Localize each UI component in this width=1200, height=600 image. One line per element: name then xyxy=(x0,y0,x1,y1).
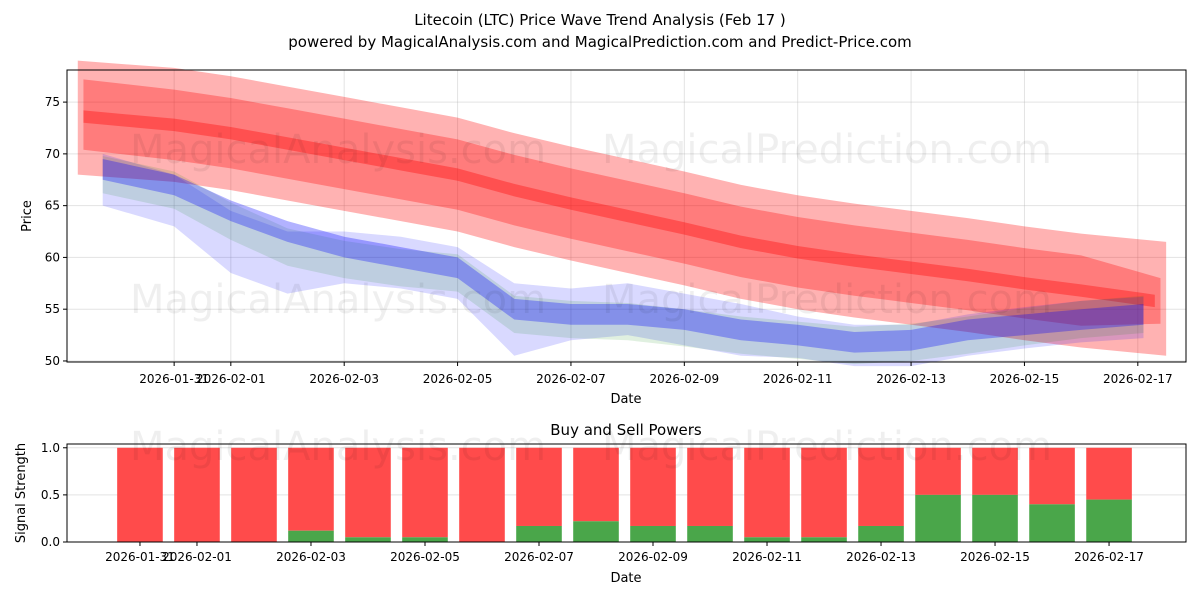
x-tick-label: 2026-02-07 xyxy=(504,550,574,564)
y-tick-label: 0.5 xyxy=(41,488,60,502)
x-tick-label: 2026-02-01 xyxy=(196,372,266,386)
x-tick-label: 2026-02-03 xyxy=(309,372,379,386)
buy-sell-chart: Buy and Sell Powers MagicalAnalysis.com … xyxy=(14,421,1187,586)
buy-bar xyxy=(744,537,790,542)
x-tick-label: 2026-02-13 xyxy=(846,550,916,564)
sell-bar xyxy=(630,447,676,526)
buy-bar xyxy=(402,537,448,542)
sell-bar xyxy=(402,447,448,538)
watermarks-sub: MagicalAnalysis.com MagicalPrediction.co… xyxy=(130,424,1052,470)
y-tick-label: 0.0 xyxy=(41,535,60,549)
buy-bar xyxy=(288,530,334,542)
y-tick-label: 70 xyxy=(45,147,60,161)
sell-bar xyxy=(117,447,163,542)
price-chart: MagicalAnalysis.com MagicalPrediction.co… xyxy=(20,60,1187,407)
x-tick-label: 2026-02-03 xyxy=(276,550,346,564)
buy-bar xyxy=(801,537,847,542)
watermark: MagicalAnalysis.com xyxy=(130,424,546,470)
y-tick-label: 50 xyxy=(45,354,60,368)
buy-bar xyxy=(687,525,733,542)
chart-title: Litecoin (LTC) Price Wave Trend Analysis… xyxy=(414,11,786,29)
buy-sell-ylabel: Signal Strength xyxy=(14,443,29,543)
x-tick-label: 2026-02-05 xyxy=(423,372,493,386)
watermark: MagicalAnalysis.com xyxy=(130,277,546,323)
sell-bar xyxy=(573,447,619,522)
price-bands xyxy=(77,60,1167,367)
band-green-band xyxy=(102,155,1144,365)
band-red-outer xyxy=(77,60,1167,356)
buy-bar xyxy=(1029,504,1075,542)
watermark: MagicalPrediction.com xyxy=(602,127,1052,173)
price-plot-frame xyxy=(66,69,1187,363)
sell-bar xyxy=(174,447,220,542)
sell-bar xyxy=(231,447,277,542)
sell-bar xyxy=(459,447,505,542)
x-tick-label: 2026-01-31 xyxy=(139,372,209,386)
x-tick-label: 2026-02-15 xyxy=(960,550,1030,564)
x-tick-label: 2026-02-17 xyxy=(1074,550,1144,564)
buy-bar xyxy=(1086,499,1132,542)
buy-bar xyxy=(915,494,961,542)
x-tick-label: 2026-02-09 xyxy=(618,550,688,564)
x-tick-label: 2026-02-15 xyxy=(990,372,1060,386)
sell-bar xyxy=(687,447,733,526)
sell-bar xyxy=(345,447,391,538)
sell-bar xyxy=(1086,447,1132,500)
y-tick-label: 75 xyxy=(45,95,60,109)
buy-bar xyxy=(630,525,676,542)
y-tick-label: 1.0 xyxy=(41,441,60,455)
buy-bar xyxy=(858,525,904,542)
sell-bar xyxy=(915,447,961,495)
buy-bar xyxy=(573,521,619,542)
band-blue-outer xyxy=(102,153,1144,367)
band-blue-core xyxy=(102,159,1144,353)
y-tick-label: 60 xyxy=(45,250,60,264)
chart-subtitle: powered by MagicalAnalysis.com and Magic… xyxy=(288,33,912,51)
watermark: MagicalPrediction.com xyxy=(602,424,1052,470)
price-grid xyxy=(67,70,1186,362)
buy-bar xyxy=(345,537,391,542)
buy-bar xyxy=(972,494,1018,542)
x-tick-label: 2026-01-31 xyxy=(105,550,175,564)
x-tick-label: 2026-02-17 xyxy=(1103,372,1173,386)
sell-bar xyxy=(516,447,562,526)
sell-bar xyxy=(1029,447,1075,505)
price-xlabel: Date xyxy=(610,392,641,407)
x-tick-label: 2026-02-07 xyxy=(536,372,606,386)
sell-bar xyxy=(744,447,790,538)
sell-bar xyxy=(858,447,904,526)
watermark: MagicalAnalysis.com xyxy=(130,127,546,173)
buy-sell-xlabel: Date xyxy=(610,571,641,586)
x-tick-label: 2026-02-09 xyxy=(649,372,719,386)
price-ylabel: Price xyxy=(20,200,35,232)
x-tick-label: 2026-02-11 xyxy=(763,372,833,386)
buy-bar xyxy=(516,525,562,542)
band-red-mid xyxy=(83,79,1161,326)
sell-bar xyxy=(801,447,847,538)
sell-bar xyxy=(288,447,334,531)
x-tick-label: 2026-02-01 xyxy=(162,550,232,564)
buy-sell-bars xyxy=(117,447,1132,542)
x-tick-label: 2026-02-11 xyxy=(732,550,802,564)
sell-bar xyxy=(972,447,1018,495)
x-tick-label: 2026-02-05 xyxy=(390,550,460,564)
watermarks-main: MagicalAnalysis.com MagicalPrediction.co… xyxy=(130,127,1052,323)
y-tick-label: 65 xyxy=(45,199,60,213)
band-red-core xyxy=(83,110,1155,308)
watermark: MagicalPrediction.com xyxy=(602,277,1052,323)
buy-sell-title: Buy and Sell Powers xyxy=(550,421,702,439)
y-tick-label: 55 xyxy=(45,302,60,316)
buy-sell-plot-frame xyxy=(66,443,1187,543)
x-tick-label: 2026-02-13 xyxy=(876,372,946,386)
